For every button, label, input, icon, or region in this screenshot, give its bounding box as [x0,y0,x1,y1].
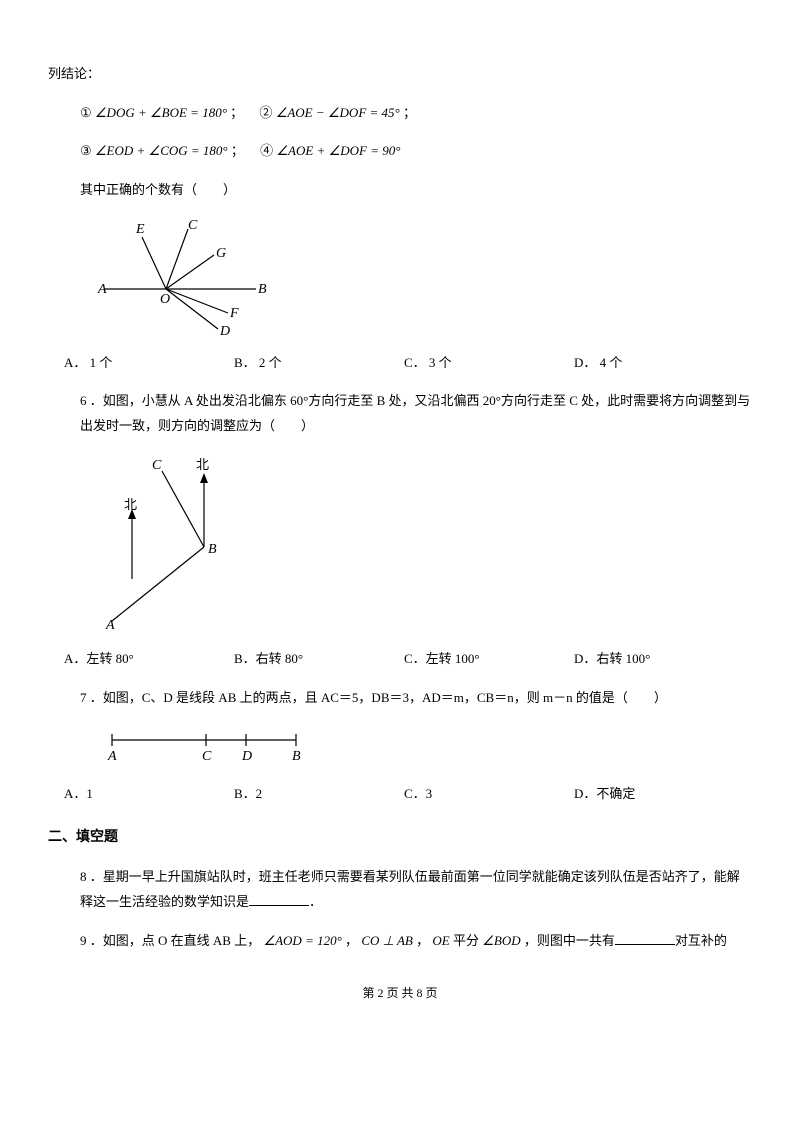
q9-post: 对互补的 [675,933,727,948]
q5-c-val: 3 个 [429,355,452,370]
q5-c-label: C． [404,355,426,370]
eq1: ∠DOG + ∠BOE = 180° [95,105,227,120]
q6-option-a: A．左转 80° [64,647,234,672]
fig1-O: O [160,292,170,307]
fig1-F: F [229,306,239,321]
q9-mid4: ，则图中一共有 [524,933,615,948]
q7-text: 7 ．如图，C、D 是线段 AB 上的两点，且 AC＝5，DB＝3，AD＝m，C… [48,686,752,711]
fig1-G: G [216,246,226,261]
q6-options: A．左转 80° B．右转 80° C．左转 100° D．右转 100° [48,647,752,672]
fig3-B: B [292,749,301,764]
eq3-sep: ； [231,143,244,158]
q8-pre: 8 ．星期一早上升国旗站队时，班主任老师只需要看某列队伍最前面第一位同学就能确定… [80,869,740,909]
fig3-A: A [107,749,117,764]
q5-option-a: A． 1 个 [64,351,234,376]
eq1-label: ① [80,105,92,120]
q5-a-label: A． [64,355,86,370]
q9-eq4: ∠BOD [482,933,520,948]
q5-b-val: 2 个 [259,355,282,370]
fig3-D: D [241,749,252,764]
equations-line-2: ③ ∠EOD + ∠COG = 180° ； ④ ∠AOE + ∠DOF = 9… [48,139,752,164]
figure-segment: A C D B [48,724,752,768]
q5-option-d: D． 4 个 [574,351,744,376]
q6-option-b: B．右转 80° [234,647,404,672]
q5-d-label: D． [574,355,596,370]
eq4-label: ④ [260,143,273,158]
figure-rays: A B E C G F D O [48,217,752,337]
q8-text: 8 ．星期一早上升国旗站队时，班主任老师只需要看某列队伍最前面第一位同学就能确定… [48,865,752,914]
fig1-C: C [188,218,198,233]
q5-option-b: B． 2 个 [234,351,404,376]
q7-option-b: B．2 [234,782,404,807]
q5-option-c: C． 3 个 [404,351,574,376]
fig2-C: C [152,458,162,473]
eq2-sep: ； [403,105,416,120]
q8-blank [249,892,309,906]
section-2-title: 二、填空题 [48,825,752,852]
q7-option-a: A．1 [64,782,234,807]
q9-eq3: OE [432,933,449,948]
q5-options: A． 1 个 B． 2 个 C． 3 个 D． 4 个 [48,351,752,376]
q9-eq1: ∠AOD = 120° [263,933,341,948]
q6-option-d: D．右转 100° [574,647,744,672]
q9-mid1: ， [345,933,358,948]
eq2-label: ② [259,105,272,120]
fig1-E: E [135,222,145,237]
q7-options: A．1 B．2 C．3 D．不确定 [48,782,752,807]
q7-option-c: C．3 [404,782,574,807]
eq2: ∠AOE − ∠DOF = 45° [276,105,400,120]
q9-eq2: CO ⊥ AB [361,933,413,948]
fig2-north-b: 北 [196,457,209,472]
q7-option-d: D．不确定 [574,782,744,807]
fig1-B: B [258,282,267,297]
q9-text: 9 ．如图，点 O 在直线 AB 上， ∠AOD = 120° ， CO ⊥ A… [48,929,752,954]
q9-blank [615,931,675,945]
intro-text: 列结论： [48,62,752,87]
fig3-C: C [202,749,212,764]
q6-text: 6 ．如图，小慧从 A 处出发沿北偏东 60°方向行走至 B 处，又沿北偏西 2… [48,389,752,438]
fig2-A: A [105,618,115,633]
q8-post: ． [309,894,322,909]
q6-option-c: C．左转 100° [404,647,574,672]
fig2-B: B [208,542,217,557]
equations-line-1: ① ∠DOG + ∠BOE = 180° ； ② ∠AOE − ∠DOF = 4… [48,101,752,126]
figure-directions: A B C 北 北 [48,453,752,633]
fig2-north-a: 北 [124,497,137,512]
eq4: ∠AOE + ∠DOF = 90° [276,143,400,158]
q5-d-val: 4 个 [600,355,623,370]
count-question: 其中正确的个数有（ ） [48,178,752,203]
q9-mid2: ， [416,933,429,948]
fig1-D: D [219,324,230,337]
eq3: ∠EOD + ∠COG = 180° [95,143,228,158]
q5-b-label: B． [234,355,256,370]
q5-a-val: 1 个 [90,355,113,370]
q9-mid3: 平分 [453,933,479,948]
page-footer: 第 2 页 共 8 页 [48,982,752,1005]
fig1-A: A [97,282,107,297]
q9-pre: 9 ．如图，点 O 在直线 AB 上， [80,933,260,948]
eq1-sep: ； [230,105,243,120]
eq3-label: ③ [80,143,92,158]
